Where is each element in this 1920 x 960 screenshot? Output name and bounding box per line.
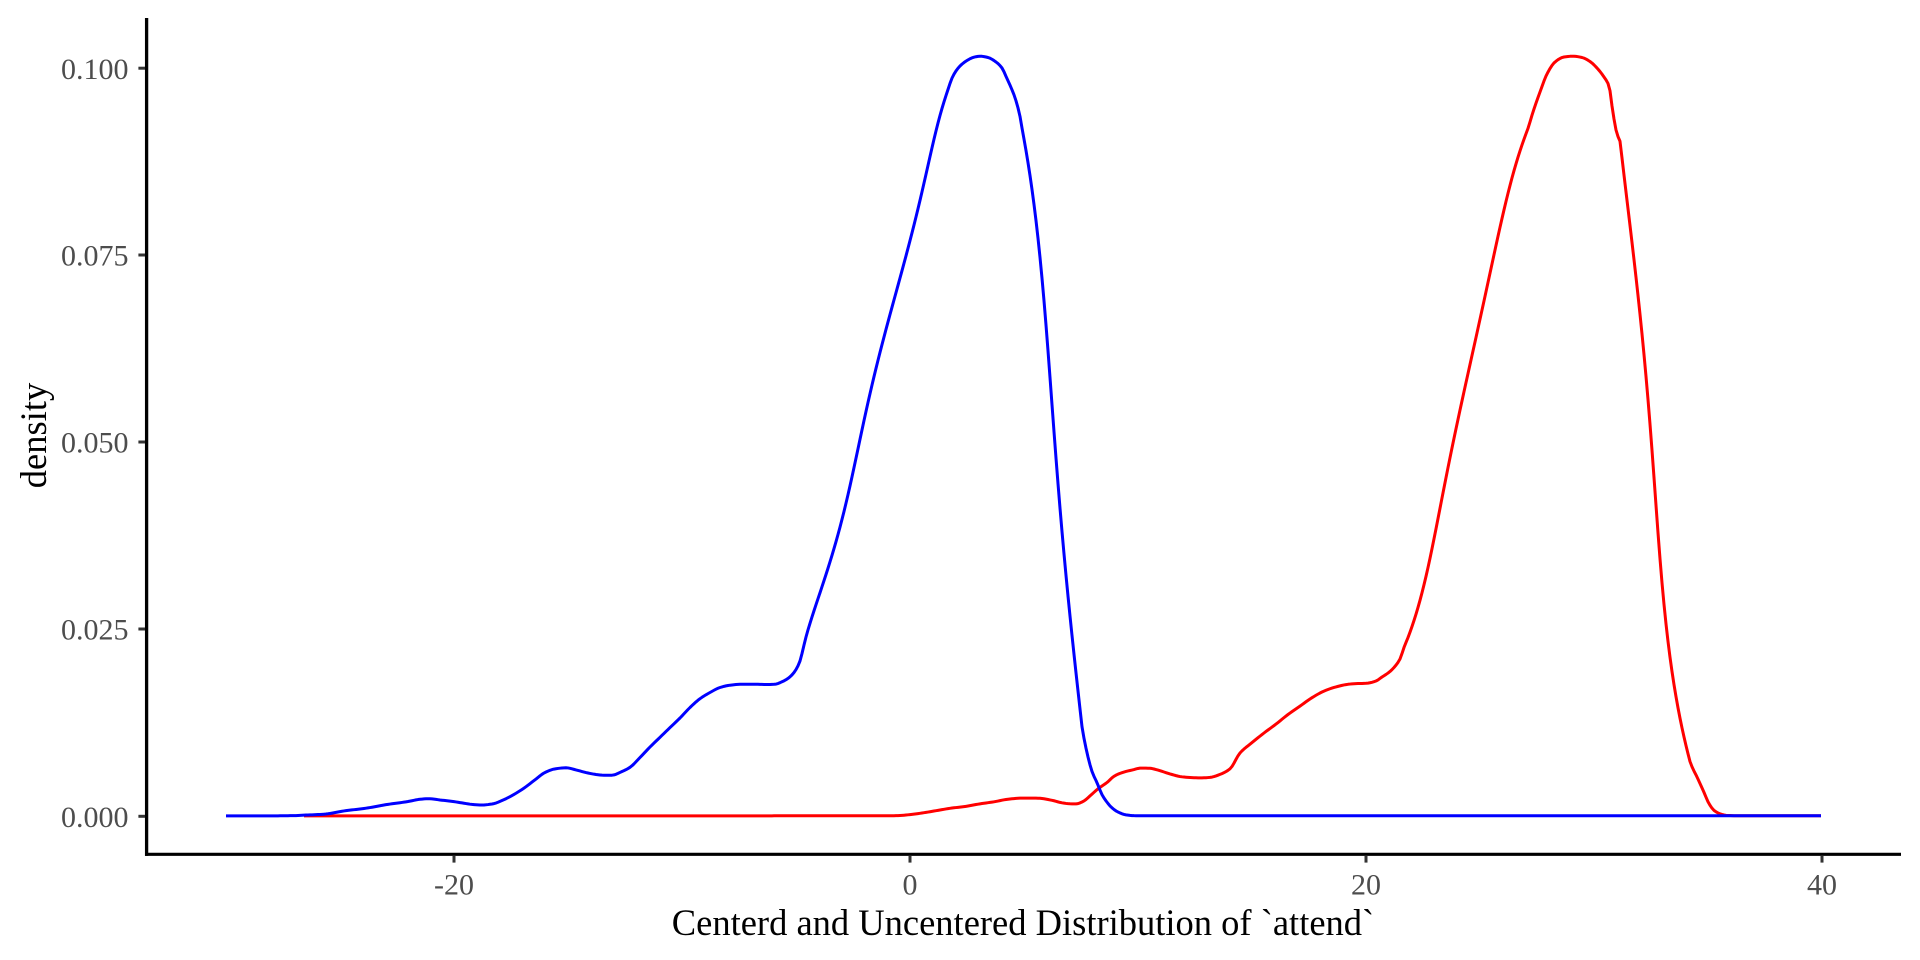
svg-text:40: 40 (1807, 869, 1837, 902)
svg-text:0.100: 0.100 (61, 53, 129, 86)
svg-text:0.025: 0.025 (61, 614, 129, 647)
svg-text:-20: -20 (434, 869, 474, 902)
svg-text:density: density (13, 382, 54, 488)
svg-text:0.050: 0.050 (61, 427, 129, 460)
svg-text:0: 0 (903, 869, 918, 902)
svg-text:20: 20 (1351, 869, 1381, 902)
svg-text:0.000: 0.000 (61, 801, 129, 834)
svg-text:Centerd and Uncentered Distrib: Centerd and Uncentered Distribution of `… (672, 902, 1374, 943)
svg-text:0.075: 0.075 (61, 240, 129, 273)
